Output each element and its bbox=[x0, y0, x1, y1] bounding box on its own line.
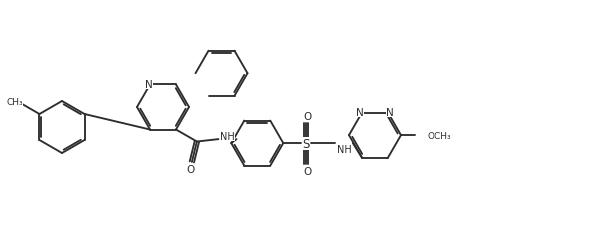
Text: O: O bbox=[303, 111, 311, 121]
Text: OCH₃: OCH₃ bbox=[428, 131, 452, 140]
Text: NH: NH bbox=[336, 144, 351, 154]
Text: S: S bbox=[303, 137, 310, 150]
Text: NH: NH bbox=[220, 132, 235, 142]
Text: N: N bbox=[386, 107, 394, 117]
Text: O: O bbox=[187, 164, 195, 174]
Text: N: N bbox=[145, 80, 153, 90]
Text: CH₃: CH₃ bbox=[7, 97, 23, 106]
Text: O: O bbox=[303, 166, 311, 176]
Text: N: N bbox=[356, 107, 364, 117]
